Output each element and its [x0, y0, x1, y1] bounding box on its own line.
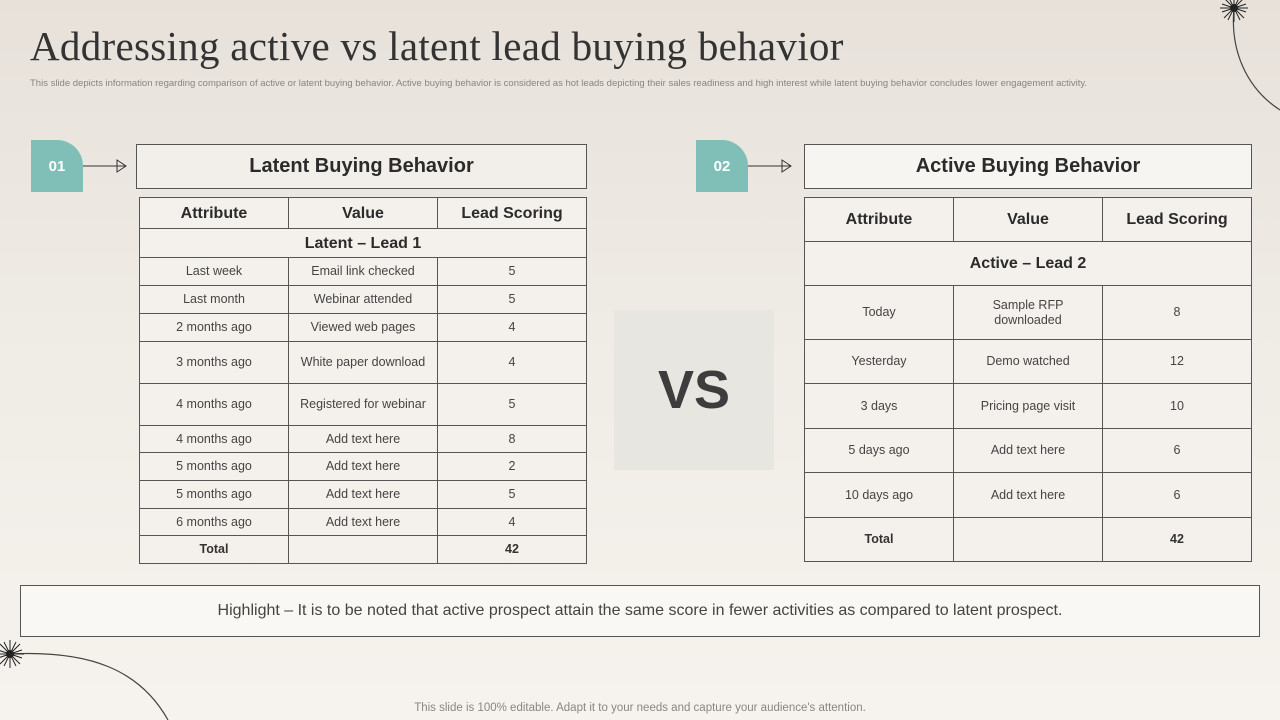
- total-score: 42: [1102, 517, 1252, 562]
- latent-number-badge: 01: [31, 140, 83, 192]
- value-cell: Webinar attended: [288, 285, 438, 314]
- total-label: Total: [804, 517, 954, 562]
- table-row: Today Sample RFP downloaded 8: [804, 285, 1252, 340]
- group-row: Latent – Lead 1: [139, 228, 587, 258]
- latent-table: Attribute Value Lead Scoring Latent – Le…: [139, 197, 587, 564]
- score-cell: 5: [437, 480, 587, 509]
- value-cell: Sample RFP downloaded: [953, 285, 1103, 340]
- value-cell: Add text here: [288, 452, 438, 481]
- arrow-right-icon: [83, 159, 127, 173]
- score-cell: 5: [437, 257, 587, 286]
- score-cell: 8: [1102, 285, 1252, 340]
- value-cell: Registered for webinar: [288, 383, 438, 426]
- score-cell: 8: [437, 425, 587, 453]
- arrow-right-icon: [748, 159, 792, 173]
- value-cell: Viewed web pages: [288, 313, 438, 342]
- attribute-cell: 10 days ago: [804, 472, 954, 518]
- latent-heading: Latent Buying Behavior: [136, 144, 587, 189]
- attribute-cell: 5 months ago: [139, 452, 289, 481]
- attribute-cell: 5 days ago: [804, 428, 954, 473]
- score-cell: 4: [437, 313, 587, 342]
- attribute-cell: 3 months ago: [139, 341, 289, 384]
- attribute-cell: 2 months ago: [139, 313, 289, 342]
- value-cell: White paper download: [288, 341, 438, 384]
- score-cell: 4: [437, 508, 587, 536]
- total-row: Total 42: [139, 535, 587, 564]
- total-value-cell: [288, 535, 438, 564]
- value-cell: Add text here: [288, 508, 438, 536]
- active-number-badge: 02: [696, 140, 748, 192]
- attribute-cell: Last week: [139, 257, 289, 286]
- group-row: Active – Lead 2: [804, 241, 1252, 286]
- total-row: Total 42: [804, 517, 1252, 562]
- score-cell: 12: [1102, 339, 1252, 384]
- header-value: Value: [953, 197, 1103, 242]
- footer-note: This slide is 100% editable. Adapt it to…: [414, 702, 866, 714]
- value-cell: Email link checked: [288, 257, 438, 286]
- score-cell: 6: [1102, 428, 1252, 473]
- header-attribute: Attribute: [139, 197, 289, 229]
- table-row: 5 days ago Add text here 6: [804, 428, 1252, 473]
- score-cell: 6: [1102, 472, 1252, 518]
- table-row: Last week Email link checked 5: [139, 257, 587, 286]
- value-cell: Add text here: [953, 428, 1103, 473]
- total-score: 42: [437, 535, 587, 564]
- active-table: Attribute Value Lead Scoring Active – Le…: [804, 197, 1252, 562]
- score-cell: 10: [1102, 383, 1252, 429]
- attribute-cell: Yesterday: [804, 339, 954, 384]
- attribute-cell: 4 months ago: [139, 383, 289, 426]
- group-label: Active – Lead 2: [804, 241, 1252, 286]
- attribute-cell: 6 months ago: [139, 508, 289, 536]
- header-attribute: Attribute: [804, 197, 954, 242]
- header-value: Value: [288, 197, 438, 229]
- value-cell: Add text here: [288, 425, 438, 453]
- table-row: 5 months ago Add text here 5: [139, 480, 587, 509]
- active-heading: Active Buying Behavior: [804, 144, 1252, 189]
- attribute-cell: 5 months ago: [139, 480, 289, 509]
- table-row: Last month Webinar attended 5: [139, 285, 587, 314]
- table-row: 4 months ago Add text here 8: [139, 425, 587, 453]
- total-label: Total: [139, 535, 289, 564]
- value-cell: Add text here: [953, 472, 1103, 518]
- score-cell: 4: [437, 341, 587, 384]
- table-row: 2 months ago Viewed web pages 4: [139, 313, 587, 342]
- slide-title: Addressing active vs latent lead buying …: [30, 23, 844, 69]
- attribute-cell: 3 days: [804, 383, 954, 429]
- table-row: 6 months ago Add text here 4: [139, 508, 587, 536]
- attribute-cell: Today: [804, 285, 954, 340]
- group-label: Latent – Lead 1: [139, 228, 587, 258]
- score-cell: 5: [437, 383, 587, 426]
- highlight-box: Highlight – It is to be noted that activ…: [20, 585, 1260, 637]
- total-value-cell: [953, 517, 1103, 562]
- value-cell: Add text here: [288, 480, 438, 509]
- score-cell: 5: [437, 285, 587, 314]
- score-cell: 2: [437, 452, 587, 481]
- attribute-cell: Last month: [139, 285, 289, 314]
- table-row: 3 days Pricing page visit 10: [804, 383, 1252, 429]
- value-cell: Demo watched: [953, 339, 1103, 384]
- vs-label: VS: [614, 310, 774, 470]
- header-lead-scoring: Lead Scoring: [437, 197, 587, 229]
- table-row: 5 months ago Add text here 2: [139, 452, 587, 481]
- table-row: 10 days ago Add text here 6: [804, 472, 1252, 518]
- value-cell: Pricing page visit: [953, 383, 1103, 429]
- starburst-decoration-top: [1220, 0, 1280, 111]
- attribute-cell: 4 months ago: [139, 425, 289, 453]
- table-row: 4 months ago Registered for webinar 5: [139, 383, 587, 426]
- header-lead-scoring: Lead Scoring: [1102, 197, 1252, 242]
- table-row: Yesterday Demo watched 12: [804, 339, 1252, 384]
- table-row: 3 months ago White paper download 4: [139, 341, 587, 384]
- starburst-decoration-bottom: [0, 640, 169, 720]
- slide-subtitle: This slide depicts information regarding…: [30, 78, 1088, 89]
